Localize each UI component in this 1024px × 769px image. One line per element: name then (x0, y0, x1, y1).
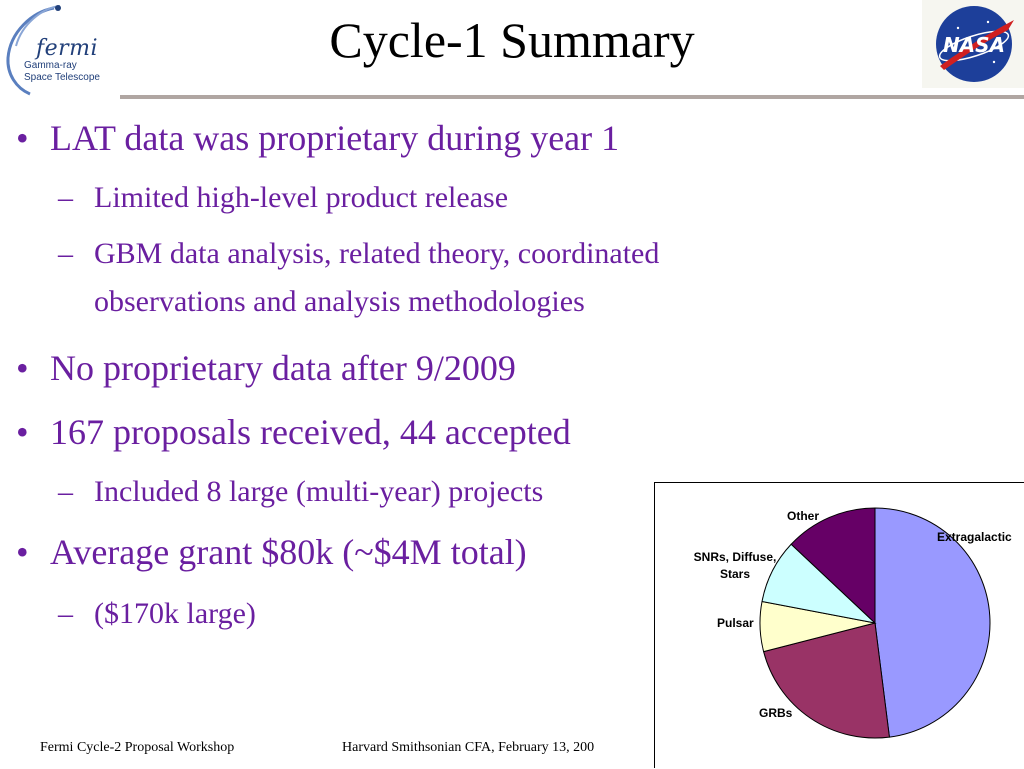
bullet-text: 167 proposals received, 44 accepted (50, 412, 571, 452)
pie-label: Other (787, 509, 819, 523)
nasa-wordmark: NASA (943, 33, 1005, 57)
slide-title: Cycle-1 Summary (329, 12, 695, 68)
bullet-marker: • (16, 348, 29, 388)
pie-label: GRBs (759, 706, 793, 720)
bullet-text: Average grant $80k (~$4M total) (50, 532, 527, 572)
pie-label-line2: Stars (720, 567, 750, 581)
fermi-swoosh-icon (6, 5, 61, 96)
fermi-wordmark: fermi (36, 36, 99, 61)
bullet-item: • No proprietary data after 9/2009 (16, 348, 516, 388)
bullet-text: LAT data was proprietary during year 1 (50, 118, 620, 158)
header-rule (120, 95, 1024, 99)
fermi-subtitle-line1: Gamma-ray (24, 60, 77, 71)
sub-bullet-item: – ($170k large) (58, 596, 256, 632)
pie-label: Extragalactic (937, 530, 1012, 544)
bullet-marker: • (16, 532, 29, 572)
pie-slice-grbs (763, 622, 890, 739)
bullet-item: • 167 proposals received, 44 accepted (16, 412, 571, 452)
pie-chart: Extragalactic GRBs Pulsar SNRs, Diffuse, Sta… (654, 482, 1024, 768)
sub-bullet-marker: – (58, 475, 73, 508)
footer-left: Fermi Cycle-2 Proposal Workshop (40, 740, 235, 755)
sub-bullet-continuation: observations and analysis methodologies (94, 284, 585, 320)
pie-label: SNRs, Diffuse, (694, 550, 777, 564)
nasa-meatball-icon: NASA (936, 6, 1014, 82)
sub-bullet-item: – Included 8 large (multi-year) projects (58, 474, 544, 510)
nasa-logo: NASA (922, 0, 1024, 88)
sub-bullet-text: observations and analysis methodologies (94, 285, 585, 318)
pie-chart-svg: Extragalactic GRBs Pulsar SNRs, Diffuse, Sta… (694, 507, 1012, 739)
pie-slice-extragalactic (874, 507, 991, 738)
footer-right: Harvard Smithsonian CFA, February 13, 20… (342, 740, 595, 755)
bullet-marker: • (16, 118, 29, 158)
sub-bullet-item: – Limited high-level product release (58, 180, 509, 216)
pie-slice-other (790, 507, 876, 625)
bullet-marker: • (16, 412, 29, 452)
sub-bullet-item: – GBM data analysis, related theory, coo… (58, 236, 660, 272)
sub-bullet-marker: – (58, 181, 73, 214)
pie-label: Pulsar (717, 616, 754, 630)
sub-bullet-marker: – (58, 597, 73, 630)
sub-bullet-text: GBM data analysis, related theory, coord… (94, 237, 660, 270)
sub-bullet-marker: – (58, 237, 73, 270)
sub-bullet-text: Limited high-level product release (94, 181, 509, 214)
fermi-logo: fermi Gamma-ray Space Telescope (2, 2, 120, 98)
fermi-subtitle: Gamma-ray Space Telescope (24, 60, 100, 84)
fermi-subtitle-line2: Space Telescope (24, 72, 100, 83)
sub-bullet-text: Included 8 large (multi-year) projects (94, 475, 544, 508)
bullet-text: No proprietary data after 9/2009 (50, 348, 516, 388)
sub-bullet-text: ($170k large) (94, 597, 256, 630)
bullet-item: • LAT data was proprietary during year 1 (16, 118, 620, 158)
bullet-item: • Average grant $80k (~$4M total) (16, 532, 527, 572)
